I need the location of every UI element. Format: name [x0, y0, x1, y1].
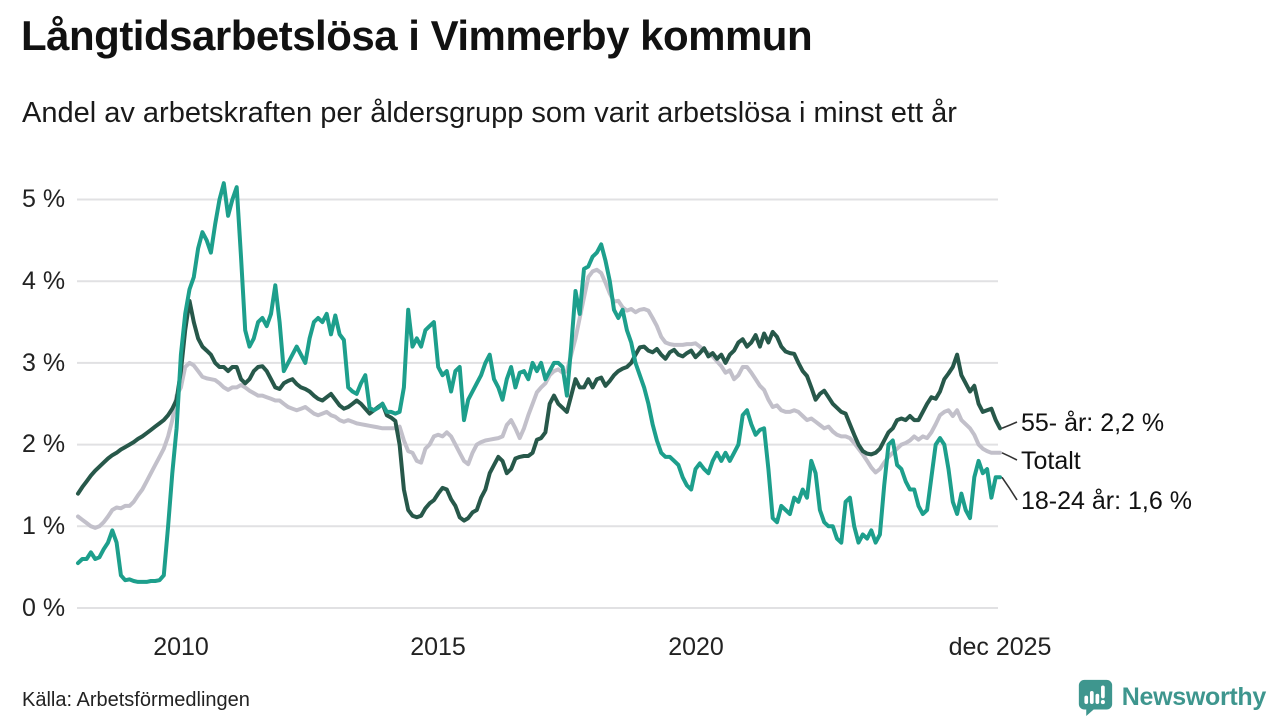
series-label-55: 55- år: 2,2 % — [1021, 409, 1165, 437]
series-label-18-24: 18-24 år: 1,6 % — [1021, 487, 1192, 515]
x-tick-2015: 2015 — [410, 633, 466, 661]
y-tick-1: 1 % — [22, 512, 66, 540]
y-tick-2: 2 % — [22, 430, 66, 458]
newsworthy-logo-icon — [1077, 678, 1114, 716]
series-label-total: Totalt — [1021, 447, 1081, 475]
y-tick-3: 3 % — [22, 349, 66, 377]
page-title: Långtidsarbetslösa i Vimmerby kommun — [21, 12, 813, 59]
y-tick-4: 4 % — [22, 267, 66, 295]
x-tick-dec-2025: dec 2025 — [948, 633, 1052, 661]
x-tick-2020: 2020 — [668, 633, 724, 661]
page-subtitle: Andel av arbetskraften per åldersgrupp s… — [22, 97, 957, 129]
source-credit: Källa: Arbetsförmedlingen — [22, 689, 250, 711]
y-tick-5: 5 % — [22, 185, 66, 213]
brand-name: Newsworthy — [1121, 682, 1267, 711]
y-tick-0: 0 % — [22, 594, 66, 622]
x-tick-2010: 2010 — [153, 633, 209, 661]
brand-lockup: Newsworthy — [1077, 678, 1266, 716]
